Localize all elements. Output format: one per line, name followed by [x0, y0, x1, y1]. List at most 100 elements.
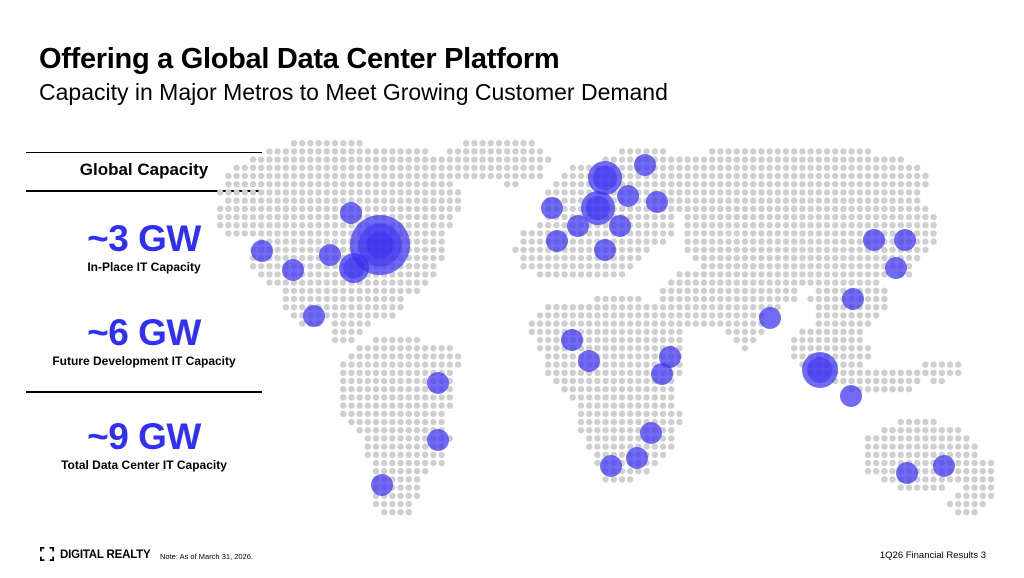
land-dot: [823, 164, 831, 171]
land-dot: [594, 271, 601, 278]
land-dot: [610, 476, 617, 483]
land-dot: [241, 189, 248, 196]
land-dot: [274, 230, 281, 237]
metro-marker: [303, 305, 325, 327]
land-dot: [905, 172, 913, 180]
land-dot: [422, 164, 429, 171]
land-dot: [569, 386, 576, 393]
land-dot: [290, 287, 298, 294]
land-dot: [897, 386, 904, 393]
land-dot: [643, 246, 650, 253]
land-dot: [553, 189, 560, 196]
land-dot: [709, 246, 716, 253]
land-dot: [274, 148, 281, 155]
land-dot: [307, 222, 314, 229]
land-dot: [282, 279, 289, 286]
land-dot: [750, 205, 757, 212]
land-dot: [897, 377, 904, 385]
land-dot: [323, 230, 330, 237]
land-dot: [832, 205, 839, 212]
land-dot: [668, 197, 675, 204]
land-dot: [348, 369, 355, 376]
land-dot: [905, 271, 913, 278]
land-dot: [577, 320, 585, 327]
land-dot: [594, 410, 601, 417]
land-dot: [536, 271, 544, 278]
land-dot: [381, 197, 388, 204]
land-dot: [774, 222, 781, 229]
land-dot: [586, 377, 593, 385]
land-dot: [840, 312, 847, 319]
land-dot: [848, 353, 855, 360]
land-dot: [553, 222, 560, 229]
land-dot: [364, 279, 371, 286]
land-dot: [602, 353, 609, 360]
land-dot: [881, 222, 888, 229]
land-dot: [331, 172, 339, 180]
land-dot: [528, 254, 535, 262]
land-dot: [782, 156, 790, 163]
land-dot: [249, 197, 257, 204]
land-dot: [717, 213, 724, 221]
land-dot: [848, 148, 855, 155]
land-dot: [266, 197, 273, 204]
land-dot: [782, 222, 790, 229]
land-dot: [520, 140, 527, 147]
land-dot: [413, 230, 421, 237]
land-dot: [299, 189, 306, 196]
land-dot: [717, 304, 724, 311]
land-dot: [282, 197, 289, 204]
land-dot: [971, 500, 978, 508]
land-dot: [233, 172, 240, 180]
land-dot: [930, 484, 937, 491]
land-dot: [233, 205, 240, 212]
land-dot: [397, 304, 404, 311]
land-dot: [955, 500, 962, 508]
land-dot: [897, 222, 904, 229]
land-dot: [536, 328, 544, 335]
land-dot: [372, 394, 380, 401]
land-dot: [553, 181, 560, 188]
land-dot: [381, 459, 388, 467]
land-dot: [422, 394, 429, 401]
land-dot: [627, 328, 634, 335]
land-dot: [815, 279, 822, 286]
land-dot: [758, 287, 765, 294]
land-dot: [446, 369, 453, 376]
land-dot: [873, 377, 880, 385]
land-dot: [331, 287, 339, 294]
land-dot: [823, 222, 831, 229]
land-dot: [709, 213, 716, 221]
land-dot: [823, 148, 831, 155]
land-dot: [668, 336, 675, 344]
land-dot: [889, 189, 896, 196]
land-dot: [553, 312, 560, 319]
land-dot: [577, 386, 585, 393]
land-dot: [684, 205, 691, 212]
land-dot: [815, 295, 822, 303]
land-dot: [430, 164, 437, 171]
land-dot: [848, 361, 855, 368]
land-dot: [627, 205, 634, 212]
land-dot: [430, 230, 437, 237]
land-dot: [807, 279, 814, 286]
land-dot: [495, 172, 503, 180]
land-dot: [430, 254, 437, 262]
land-dot: [397, 427, 404, 434]
land-dot: [692, 213, 699, 221]
land-dot: [946, 427, 954, 434]
land-dot: [618, 148, 626, 155]
land-dot: [700, 238, 708, 245]
land-dot: [946, 500, 954, 508]
land-dot: [643, 213, 650, 221]
land-dot: [520, 172, 527, 180]
land-dot: [791, 181, 798, 188]
land-dot: [627, 246, 634, 253]
land-dot: [914, 418, 921, 426]
land-dot: [873, 263, 880, 270]
land-dot: [307, 295, 314, 303]
land-dot: [684, 172, 691, 180]
land-dot: [741, 328, 749, 335]
land-dot: [545, 336, 552, 344]
land-dot: [372, 353, 380, 360]
